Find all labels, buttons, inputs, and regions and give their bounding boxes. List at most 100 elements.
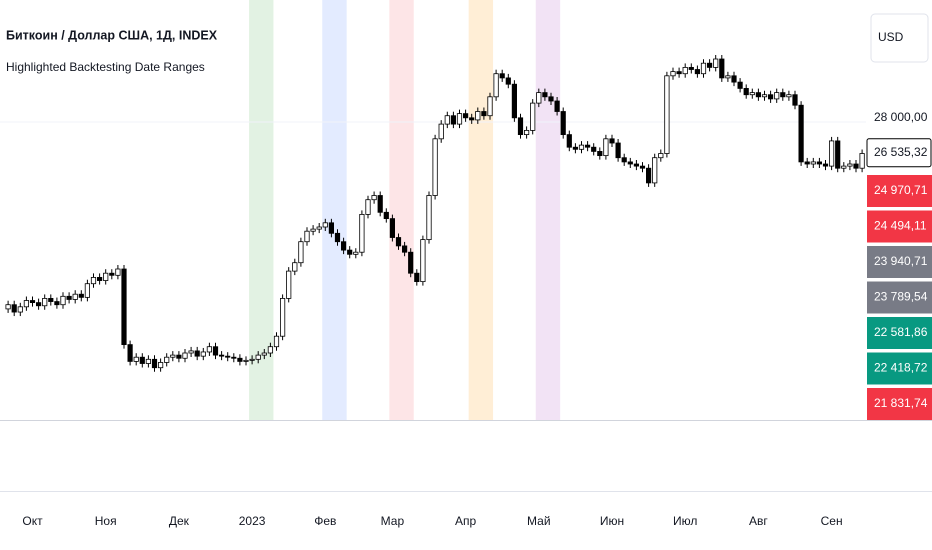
candle [444, 115, 450, 125]
candle [389, 218, 396, 238]
price-label: 22 581,86 [874, 325, 928, 339]
candle [542, 92, 548, 98]
candle [151, 358, 158, 369]
candle [841, 165, 847, 169]
candle [578, 144, 585, 150]
candle [139, 356, 145, 364]
candle [5, 304, 11, 310]
candle [438, 123, 444, 140]
currency-box[interactable] [870, 13, 929, 63]
x-tick-label: Окт [22, 514, 43, 528]
candle [548, 96, 554, 102]
candle [127, 344, 133, 362]
candle [804, 161, 810, 165]
candle [585, 144, 591, 148]
candle [115, 268, 121, 276]
candle [121, 268, 127, 346]
candle [749, 92, 755, 96]
candle [267, 346, 274, 354]
candle [97, 277, 103, 281]
candle [499, 73, 505, 79]
candle [170, 354, 176, 358]
candle [725, 75, 731, 79]
candle [731, 75, 737, 83]
candle [615, 142, 621, 159]
candle [347, 249, 353, 255]
candle [90, 277, 97, 285]
candle [566, 134, 572, 148]
candle [36, 302, 42, 307]
plot-layer [5, 55, 865, 372]
candle [810, 161, 816, 165]
candle [42, 298, 48, 307]
x-tick-label: Авг [749, 514, 768, 528]
indicator-name: Highlighted Backtesting Date Ranges [6, 60, 205, 74]
price-label-box [867, 388, 932, 420]
candle [48, 298, 54, 302]
candle [682, 67, 688, 75]
candle [298, 241, 304, 264]
candle [505, 77, 511, 85]
candle [469, 117, 475, 121]
candle [847, 163, 853, 167]
candle [78, 293, 84, 298]
x-tick-label: 2023 [239, 514, 266, 528]
candle [432, 138, 438, 196]
candle [66, 295, 72, 300]
highlight-band [535, 0, 561, 420]
candle [829, 140, 835, 167]
highlight-layer [249, 0, 561, 420]
candle [401, 245, 408, 253]
candle [475, 111, 481, 121]
candle [273, 335, 280, 348]
x-tick-label: Июн [600, 514, 624, 528]
candle [517, 117, 524, 136]
candle [414, 272, 420, 283]
price-label: 23 940,71 [874, 254, 928, 268]
candle [822, 163, 829, 167]
candle [109, 272, 115, 276]
candle [737, 81, 743, 89]
candle [609, 138, 615, 144]
candle [243, 359, 249, 362]
candle [633, 163, 640, 167]
candle [279, 298, 286, 337]
candle [188, 350, 194, 354]
candle [84, 283, 90, 298]
candle [316, 226, 322, 230]
candle [194, 350, 200, 357]
candle [487, 96, 493, 117]
candle [133, 356, 139, 362]
candle [554, 100, 560, 112]
price-label-box [867, 352, 932, 385]
currency-label[interactable]: USD [878, 30, 904, 44]
candle [176, 354, 182, 359]
candle [408, 251, 414, 274]
price-label-box [867, 175, 932, 207]
candle [164, 356, 170, 363]
candle [798, 104, 804, 163]
candle [755, 92, 762, 98]
candle [688, 67, 694, 70]
candle [54, 301, 60, 306]
candle [603, 138, 609, 157]
candle [328, 222, 335, 234]
candle [560, 111, 566, 136]
candle [713, 58, 719, 68]
candle [359, 214, 365, 253]
candle [792, 94, 798, 106]
highlight-band [322, 0, 347, 420]
candle [761, 94, 768, 98]
candle [536, 92, 542, 104]
price-label: 21 831,74 [874, 396, 928, 410]
candle [835, 140, 841, 169]
candle [420, 239, 426, 283]
x-tick-label: Июл [673, 514, 697, 528]
candle [377, 195, 383, 213]
candle [206, 346, 212, 353]
candle [218, 354, 225, 357]
candle [670, 71, 676, 77]
candle [29, 300, 36, 304]
candle [462, 113, 469, 119]
x-tick-label: Апр [455, 514, 477, 528]
